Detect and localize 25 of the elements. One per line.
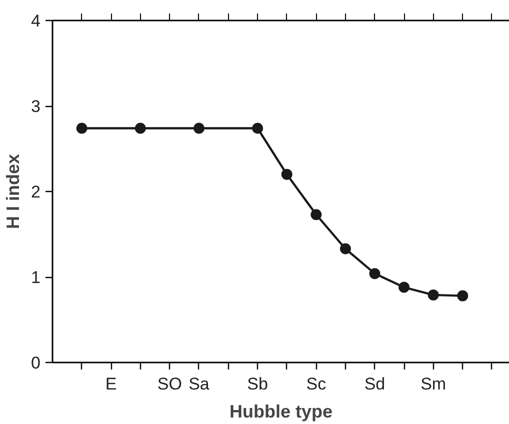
- y-tick-label: 0: [31, 354, 41, 372]
- point: [310, 209, 322, 220]
- x-tick-label: Sb: [247, 374, 268, 394]
- x-tick-label: Sd: [364, 374, 386, 394]
- y-tick-label: 2: [31, 182, 41, 202]
- point: [340, 243, 351, 254]
- point: [428, 289, 439, 300]
- point: [134, 122, 146, 134]
- point: [398, 282, 410, 293]
- x-tick-label: SO: [157, 374, 182, 394]
- y-tick-label: 4: [31, 12, 41, 30]
- point: [369, 268, 380, 280]
- point: [252, 122, 264, 134]
- point: [193, 122, 204, 134]
- y-axis-title: H I index: [3, 154, 24, 230]
- y-tick-label: 3: [31, 97, 41, 116]
- point: [281, 168, 292, 180]
- x-axis-title: Hubble type: [229, 402, 333, 422]
- x-tick-label: Sa: [188, 374, 210, 394]
- x-tick-label: Sm: [420, 374, 446, 394]
- point: [457, 290, 468, 302]
- y-tick-label: 1: [31, 268, 41, 287]
- x-tick-label: Sc: [306, 374, 327, 394]
- x-tick-label: E: [105, 374, 117, 394]
- point: [76, 122, 88, 134]
